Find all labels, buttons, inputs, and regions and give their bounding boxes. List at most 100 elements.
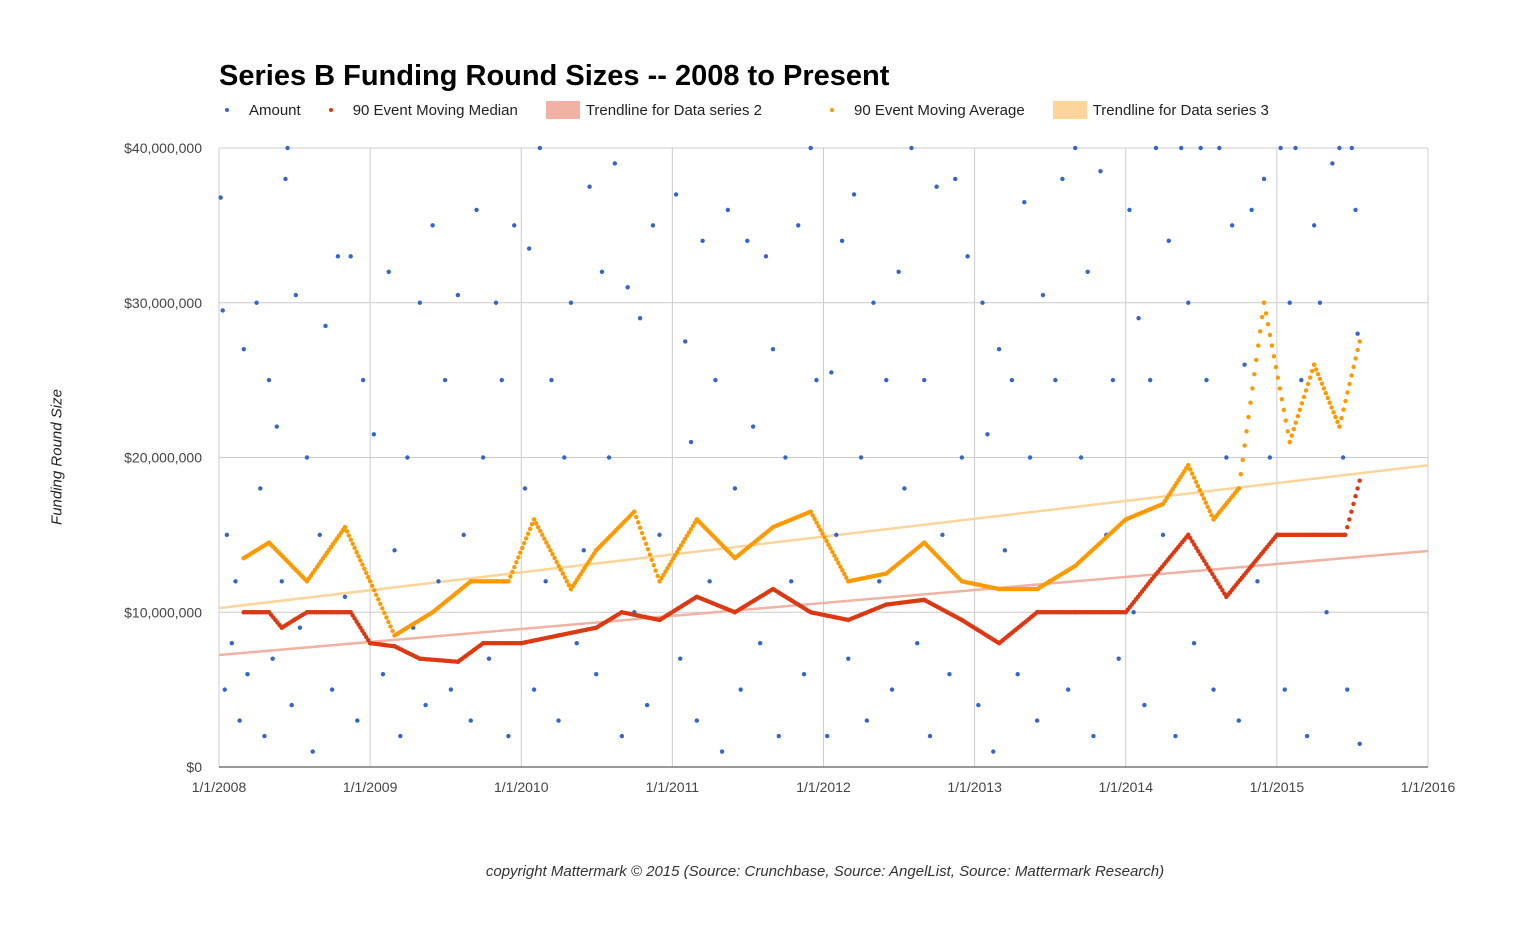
amount-point	[1009, 377, 1015, 383]
average-point-trail	[510, 569, 515, 574]
average-point-trail	[641, 536, 647, 541]
average-point-trail	[348, 537, 353, 542]
average-point	[593, 548, 599, 553]
amount-point	[1179, 145, 1184, 151]
amount-point	[233, 579, 238, 584]
amount-point	[814, 377, 819, 383]
average-point-trail	[1273, 364, 1279, 370]
legend-marker-amount	[225, 108, 229, 112]
average-point-trail	[346, 533, 352, 538]
amount-point	[1040, 292, 1046, 298]
average-point-trail	[527, 526, 533, 532]
legend-item-average[interactable]: 90 Event Moving Average	[830, 102, 1025, 119]
median-point-trail	[1202, 558, 1207, 564]
amount-point	[543, 579, 548, 584]
average-point-trail	[386, 619, 391, 625]
legend-item-median[interactable]: 90 Event Moving Median	[328, 101, 518, 119]
average-point-trail	[1193, 479, 1199, 485]
amount-point	[1355, 331, 1360, 336]
x-tick-label: 1/1/2010	[494, 779, 549, 795]
average-point	[808, 509, 813, 514]
average-point	[1311, 362, 1317, 367]
amount-point	[1204, 377, 1209, 383]
amount-point	[839, 238, 845, 244]
amount-point	[808, 145, 813, 151]
legend-item-median-trend[interactable]: Trendline for Data series 2	[545, 101, 762, 119]
average-point-trail	[826, 542, 831, 547]
median-point	[1342, 532, 1348, 538]
average-point-trail	[1275, 375, 1281, 380]
amount-point	[625, 285, 630, 290]
amount-point	[266, 377, 272, 383]
average-point-trail	[1259, 314, 1265, 320]
average-point-trail	[649, 557, 654, 563]
average-point-trail	[1347, 381, 1352, 387]
median-point	[519, 641, 524, 646]
amount-point	[889, 687, 895, 692]
amount-point	[1147, 377, 1153, 383]
median-point	[480, 641, 486, 646]
average-point-trail	[678, 543, 684, 548]
amount-point	[650, 223, 656, 228]
average-point-trail	[812, 516, 817, 522]
amount-point	[1299, 377, 1304, 383]
average-point	[996, 586, 1002, 592]
legend-item-amount[interactable]: Amount	[225, 102, 301, 119]
amount-point	[270, 656, 275, 661]
amount-point	[1091, 733, 1096, 739]
amount-point	[1098, 169, 1103, 174]
median-point-trail	[1206, 565, 1211, 570]
amount-point	[293, 292, 299, 298]
amount-point	[1278, 145, 1283, 151]
average-point-trail	[665, 566, 670, 571]
average-point-trail	[1209, 513, 1214, 518]
average-point-trail	[525, 531, 531, 536]
average-point-trail	[1281, 407, 1286, 413]
average-point-trail	[647, 552, 653, 557]
amount-point	[335, 254, 341, 259]
amount-point	[1357, 741, 1362, 746]
x-tick-label: 1/1/2008	[192, 779, 247, 795]
amount-point	[599, 269, 605, 274]
average-point-trail	[1283, 418, 1288, 423]
average-point-trail	[1343, 398, 1348, 404]
legend-label: 90 Event Moving Median	[352, 101, 518, 119]
amount-point	[694, 718, 700, 723]
average-point-trail	[663, 569, 668, 574]
amount-point	[274, 424, 280, 429]
median-point-trail	[1220, 588, 1225, 593]
amount-point	[285, 145, 290, 151]
average-point	[632, 509, 637, 514]
amount-point	[1078, 455, 1084, 460]
amount-point	[732, 486, 738, 491]
median-point	[846, 617, 851, 623]
amount-point	[953, 176, 958, 182]
average-point-trail	[364, 570, 369, 576]
average-point	[1211, 517, 1216, 522]
average-point-trail	[1323, 391, 1328, 396]
average-point-trail	[671, 556, 676, 561]
legend-item-average-trend[interactable]: Trendline for Data series 3	[1052, 101, 1269, 119]
amount-point	[606, 455, 612, 460]
average-point-trail	[834, 557, 839, 562]
amount-point	[574, 641, 579, 646]
amount-point	[581, 548, 586, 553]
average-point-trail	[1238, 471, 1243, 477]
median-point-trail	[1214, 578, 1219, 583]
average-point	[657, 579, 662, 584]
amount-point	[700, 238, 705, 244]
legend-swatch-average-trend	[1052, 101, 1087, 119]
average-point-trail	[388, 624, 393, 629]
amount-point	[1330, 161, 1335, 166]
y-tick-label: $0	[186, 759, 202, 775]
x-tick-label: 1/1/2013	[947, 779, 1002, 795]
average-point-trail	[637, 525, 643, 530]
amount-point	[644, 702, 650, 708]
average-point	[430, 610, 435, 615]
average-point-trail	[529, 521, 535, 527]
average-point-trail	[380, 606, 385, 611]
amount-point	[499, 377, 504, 383]
amount-point	[1198, 145, 1203, 151]
average-point-trail	[820, 531, 825, 536]
average-point-trail	[639, 530, 645, 536]
